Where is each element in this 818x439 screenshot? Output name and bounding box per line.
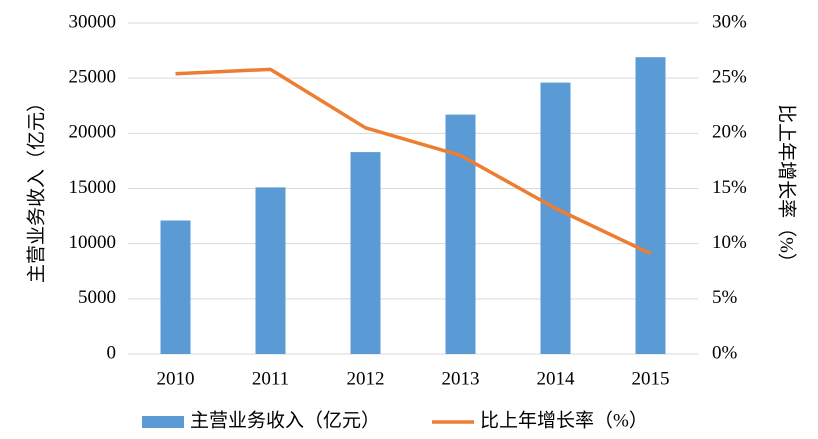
x-tick-label: 2014	[537, 368, 576, 389]
x-tick-label: 2015	[632, 368, 670, 389]
y-tick-label: 20000	[69, 122, 117, 143]
x-tick-label: 2013	[442, 368, 480, 389]
bar	[445, 114, 476, 355]
y2-tick-label: 30%	[712, 11, 747, 32]
bar	[350, 152, 381, 354]
y2-tick-label: 5%	[712, 287, 738, 308]
y2-tick-label: 25%	[712, 67, 747, 88]
legend-label: 主营业务收入（亿元）	[190, 409, 380, 431]
y2-axis-label: 比上年增长率（%）	[776, 104, 798, 272]
x-tick-label: 2012	[347, 368, 385, 389]
y2-tick-label: 20%	[712, 122, 747, 143]
y-tick-label: 30000	[69, 11, 117, 32]
y-tick-label: 25000	[69, 67, 117, 88]
legend-label: 比上年增长率（%）	[480, 409, 648, 431]
y2-tick-label: 0%	[712, 342, 738, 363]
y-tick-label: 15000	[69, 177, 117, 198]
y2-tick-label: 10%	[712, 232, 747, 253]
legend-swatch	[142, 416, 184, 428]
y-tick-label: 5000	[78, 287, 116, 308]
bar	[635, 57, 666, 354]
y-tick-label: 0	[107, 342, 117, 363]
y2-tick-label: 15%	[712, 177, 747, 198]
bar	[160, 220, 191, 354]
bar	[540, 82, 571, 354]
line	[175, 67, 652, 256]
y-tick-label: 10000	[69, 232, 117, 253]
x-tick-label: 2011	[252, 368, 289, 389]
bar	[255, 187, 286, 354]
x-tick-label: 2010	[157, 368, 195, 389]
y-axis-label: 主营业务收入（亿元）	[25, 93, 47, 283]
